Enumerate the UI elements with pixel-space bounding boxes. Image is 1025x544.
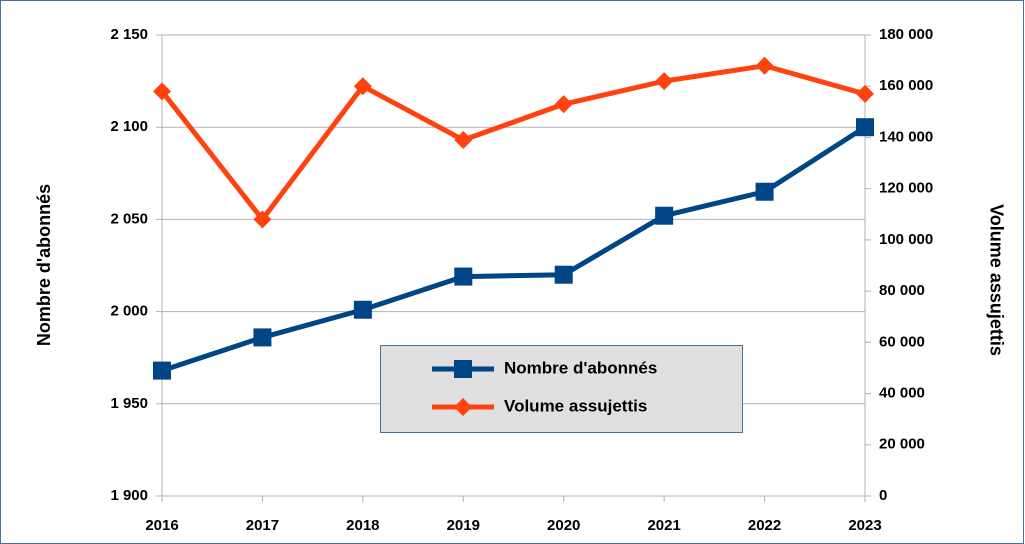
y-tick-label: 2 000 [110,303,148,320]
x-tick-label: 2022 [748,517,781,534]
data-point [253,328,272,347]
y2-tick-label: 160 000 [879,77,933,94]
y-tick-label: 2 050 [110,210,148,227]
y-tick-label: 1 900 [110,487,148,504]
data-point [755,56,774,75]
y2-tick-label: 180 000 [879,26,933,43]
data-point [454,131,473,150]
legend-marker [454,398,472,416]
data-point [856,84,874,103]
x-tick-label: 2016 [145,517,178,534]
x-tick-label: 2023 [848,517,881,534]
y2-tick-label: 100 000 [879,231,933,248]
legend-box [380,345,743,433]
y2-tick-label: 140 000 [879,128,933,145]
legend-marker [454,360,472,378]
y-tick-label: 2 150 [110,26,148,43]
data-point [153,82,171,101]
y2-axis-title: Volume assujettis [986,204,1006,356]
series-line [161,125,867,373]
y2-tick-label: 40 000 [879,385,925,402]
y2-tick-label: 120 000 [879,180,933,197]
data-point [454,267,473,286]
data-point [655,72,674,91]
data-point [353,77,372,96]
series-line [160,63,866,222]
y-axis-title: Nombre d'abonnés [34,184,54,346]
y2-tick-label: 80 000 [879,282,925,299]
data-point [554,95,573,114]
data-point [253,210,272,229]
data-point [655,206,674,225]
x-tick-label: 2018 [346,517,379,534]
x-tick-label: 2019 [447,517,480,534]
data-point [755,182,774,201]
legend-label: Nombre d'abonnés [504,358,657,377]
y2-tick-label: 20 000 [879,436,925,453]
x-tick-label: 2020 [547,517,580,534]
data-point [153,361,171,380]
y2-tick-label: 60 000 [879,333,925,350]
data-point [856,118,874,137]
x-tick-label: 2017 [246,517,279,534]
data-point [554,265,573,284]
x-tick-label: 2021 [647,517,680,534]
legend-label: Volume assujettis [504,396,647,415]
y-tick-label: 1 950 [110,395,148,412]
y2-tick-label: 0 [879,487,887,504]
y-tick-label: 2 100 [110,118,148,135]
data-point [353,300,372,319]
